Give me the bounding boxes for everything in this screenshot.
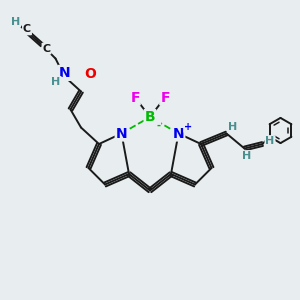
Text: N: N xyxy=(173,127,184,140)
Text: F: F xyxy=(160,91,170,104)
Text: H: H xyxy=(242,151,251,161)
Text: C: C xyxy=(23,24,31,34)
Text: H: H xyxy=(52,77,61,87)
Text: F: F xyxy=(130,91,140,104)
Text: H: H xyxy=(11,16,20,27)
Text: B: B xyxy=(145,110,155,124)
Text: O: O xyxy=(84,67,96,80)
Text: C: C xyxy=(42,44,51,54)
Text: H: H xyxy=(266,136,274,146)
Text: +: + xyxy=(184,122,192,132)
Text: N: N xyxy=(59,66,70,80)
Text: -: - xyxy=(156,120,161,130)
Text: N: N xyxy=(116,127,127,140)
Text: H: H xyxy=(229,122,238,133)
